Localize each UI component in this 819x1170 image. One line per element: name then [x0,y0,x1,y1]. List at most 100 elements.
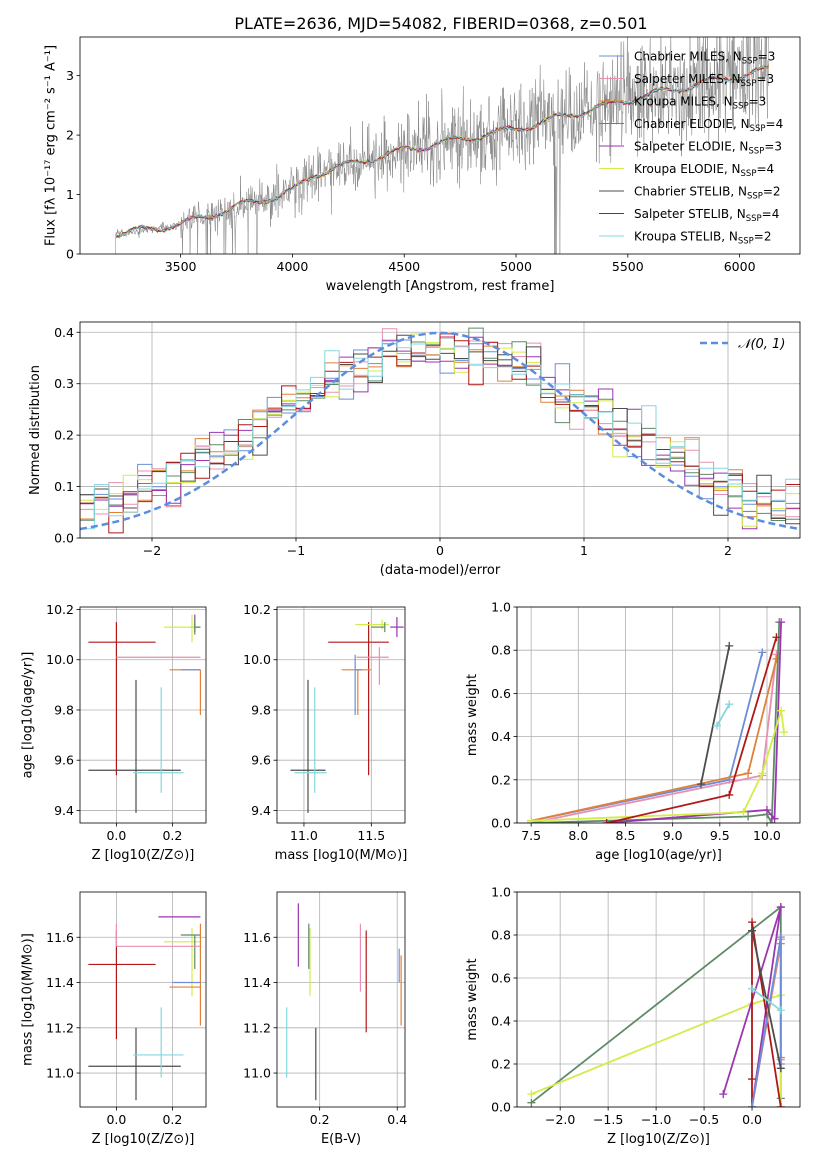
x-tick-label: −0.5 [689,1112,719,1127]
spectrum-panel: 3500 4000 4500 5000 5500 6000 0 1 2 3 wavelength [… [43,36,801,294]
y-axis-label: age [log10(age/yr)] [21,652,36,779]
y-tick-label: 11.0 [46,1066,74,1081]
massweight_vs_age-plot-area [527,618,788,823]
series-marker [725,700,734,709]
y-tick-label: 11.4 [243,975,271,990]
y-tick-label: 1.0 [491,600,511,615]
age_vs_mass-frame [276,606,406,824]
x-tick-label: 4500 [388,259,420,274]
x-tick-label: 0.2 [162,828,182,843]
y-tick-label: 0.2 [54,428,74,443]
mass_vs_Z-panel: 0.0 0.2 11.0 11.2 11.4 11.6 Z [log10(Z/Z⊙)] mas… [21,891,207,1147]
legend-label-suffix: =3 [756,72,774,86]
errorbar-point-8 [133,1007,184,1078]
y-axis-label: mass weight [465,958,480,1040]
massweight_vs_Z-frame [516,891,801,1108]
histogram-series-7 [80,333,800,538]
series-marker [748,926,757,935]
legend-label-subscript: SSP [742,57,758,67]
y-tick-label: 10.2 [46,602,74,617]
errorbar-point-2 [355,619,389,630]
series-line-8 [751,988,782,1012]
legend-label: Salpeter ELODIE, NSSP=3 [634,140,782,157]
residuals-legend: 𝒩(0, 1) [700,337,785,352]
series-marker [776,1103,785,1107]
errorbar-point-5 [169,923,201,1026]
legend-label-suffix: =4 [766,117,784,131]
series-marker [779,728,788,737]
errorbar-point-0 [88,622,156,776]
x-axis-label: wavelength [Angstrom, rest frame] [326,279,555,294]
histogram-series-8 [80,340,800,538]
y-tick-label: 0.1 [54,479,74,494]
observed-spectrum-line [115,37,769,254]
y-tick-label: 9.4 [54,803,74,818]
y-tick-label: 0.6 [491,686,511,701]
legend-label-suffix: =2 [763,185,781,199]
y-axis-label: mass [log10(M/M⊙)] [21,933,36,1066]
y-tick-label: 0.2 [491,772,511,787]
series-marker [776,1064,785,1073]
legend-label-suffix: =3 [758,50,776,64]
series-marker [739,808,748,817]
errorbar-point-1 [390,617,404,638]
x-tick-label: 0.0 [106,828,126,843]
legend-label-subscript: SSP [747,192,763,202]
massweight_vs_Z-plot-area [527,903,785,1107]
massweight_vs_Z-panel: −2.0 −1.5 −1.0 −0.5 0.0 0.0 0.2 0.4 0.6 0.8 1.0 Z [… [465,885,801,1147]
errorbar-point-5 [169,669,201,715]
y-tick-label: 0.8 [491,643,511,658]
x-tick-label: 9.5 [710,828,730,843]
spectrum-plot-area [115,37,770,254]
legend-label: Chabrier ELODIE, NSSP=4 [634,117,783,134]
series-marker [776,933,785,942]
series-marker [744,812,753,821]
series-marker [527,816,536,823]
series-marker [758,769,767,778]
age_vs_Z-plot-area [88,614,201,813]
x-tick-label: 11.0 [290,828,318,843]
series-marker [719,1090,728,1099]
x-tick-label: 0.0 [106,1112,126,1127]
series-marker [776,903,785,912]
series-marker [762,806,771,815]
gaussian-reference-curve [80,331,800,531]
legend-label-suffix: =4 [756,162,774,176]
y-tick-label: 9.6 [251,753,271,768]
y-axis-label: Flux [fλ 10⁻¹⁷ erg cm⁻² s⁻¹ A⁻¹] [43,45,58,246]
x-axis-label: (data-model)/error [380,563,501,578]
spectrum-legend: Chabrier MILES, NSSP=3 Salpeter MILES, NS… [599,50,783,247]
y-axis-label: mass weight [465,674,480,756]
series-marker [696,780,705,789]
mass_vs_EBV-panel: 0.2 0.4 11.0 11.2 11.4 11.6 E(B-V) [243,891,407,1147]
series-marker [748,918,757,927]
y-tick-label: 0.0 [491,1100,511,1115]
series-marker [748,1103,757,1107]
series-marker [777,618,786,627]
age_vs_Z-frame [79,606,207,824]
series-line-3 [751,921,782,1107]
legend-label: Kroupa STELIB, NSSP=2 [634,230,772,247]
x-tick-label: 2 [724,543,732,558]
legend-label: Chabrier MILES, NSSP=3 [634,50,775,67]
errorbar-point-3 [371,622,386,633]
series-marker [776,1006,785,1015]
age_vs_mass-panel: 11.0 11.5 9.4 9.6 9.8 10.0 10.2 mass [log10(M/M… [243,602,407,863]
y-tick-label: 11.0 [243,1066,271,1081]
series-marker [767,819,776,823]
x-tick-label: −1.0 [641,1112,671,1127]
figure-title: PLATE=2636, MJD=54082, FIBERID=0368, z=0… [234,14,647,33]
y-tick-label: 11.4 [46,975,74,990]
legend-label-suffix: =4 [762,207,780,221]
errorbar-point-0 [328,622,389,776]
residuals-plot-area [80,327,800,538]
legend-label-subscript: SSP [741,79,757,89]
mass_vs_Z-plot-area [88,916,201,1101]
y-tick-label: 0.4 [54,325,74,340]
y-tick-label: 0.8 [491,928,511,943]
x-tick-label: 0 [436,543,444,558]
y-tick-label: 9.6 [54,753,74,768]
legend-label-subscript: SSP [746,214,762,224]
errorbar-point-8 [294,687,327,793]
